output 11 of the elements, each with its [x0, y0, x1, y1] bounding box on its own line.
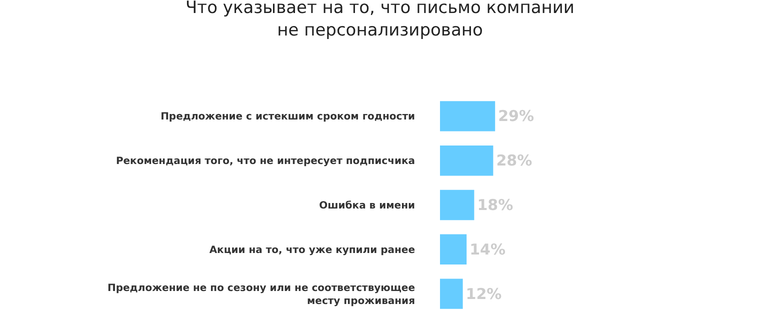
y-tick-label: Ошибка в имени: [319, 200, 415, 212]
y-tick-label: Акции на то, что уже купили ранее: [209, 244, 416, 256]
bar: [440, 146, 494, 176]
chart-title: Что указывает на то, что письмо компании не персонализировано: [186, 0, 574, 40]
bar: [440, 234, 467, 264]
y-tick-label: Рекомендация того, что не интересует подписчика: [116, 156, 415, 168]
y-tick-label: Предложение не по сезону или не соответствующее месту проживания: [108, 282, 416, 307]
bar: [440, 101, 496, 132]
bar: [440, 278, 463, 309]
y-tick-label: Предложение с истекшим сроком годности: [160, 112, 415, 123]
bar: [440, 190, 474, 220]
